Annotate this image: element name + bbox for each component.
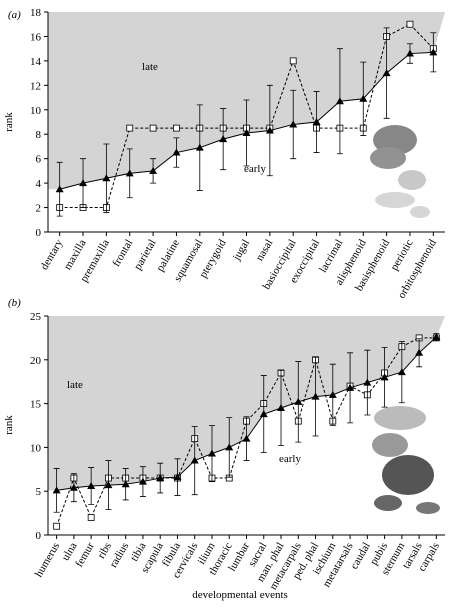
marker-triangle [294, 397, 303, 405]
marker-triangle [405, 49, 414, 57]
marker-triangle [149, 166, 158, 174]
marker-square [173, 124, 180, 132]
inset-skeleton [372, 406, 440, 514]
marker-triangle [219, 135, 228, 143]
inset-shape [374, 406, 426, 430]
marker-triangle [55, 185, 64, 193]
annotation: late [142, 61, 158, 73]
x-axis-label: developmental events [192, 589, 288, 601]
marker-triangle [328, 390, 337, 398]
annotation: early [279, 453, 301, 465]
inset-shape [370, 147, 406, 169]
marker-triangle [380, 373, 389, 381]
x-tick-label: humerus [33, 541, 62, 580]
y-axis-label: rank [3, 112, 15, 132]
marker-triangle [335, 97, 344, 105]
marker-triangle [190, 456, 199, 464]
x-tick-label: frontal [110, 238, 135, 269]
marker-triangle [125, 169, 134, 177]
inset-shape [374, 495, 402, 511]
marker-triangle [87, 481, 96, 489]
y-tick-label: 25 [30, 311, 42, 323]
inset-shape [382, 455, 434, 495]
panel-label: (b) [8, 297, 21, 309]
y-tick-label: 8 [36, 129, 42, 141]
series-line [56, 337, 437, 527]
marker-triangle [207, 449, 216, 457]
y-tick-label: 10 [30, 442, 42, 454]
x-tick-label: jugal [230, 238, 252, 264]
marker-triangle [173, 473, 182, 481]
marker-triangle [138, 477, 147, 485]
y-tick-label: 0 [36, 530, 42, 542]
y-tick-label: 2 [36, 203, 42, 215]
y-tick-label: 15 [30, 399, 42, 411]
inset-shape [372, 433, 408, 457]
inset-shape [375, 192, 415, 208]
panel-label: (a) [8, 9, 21, 21]
marker-square [289, 57, 297, 65]
marker-triangle [242, 129, 251, 136]
y-tick-label: 14 [30, 56, 42, 68]
marker-triangle [289, 120, 298, 128]
marker-triangle [259, 410, 268, 418]
annotation: late [67, 379, 83, 391]
marker-triangle [432, 333, 441, 341]
inset-shape [398, 170, 426, 190]
marker-triangle [359, 94, 368, 102]
marker-triangle [311, 392, 320, 400]
late-region [48, 316, 445, 491]
inset-skull [370, 125, 430, 218]
y-axis-label: rank [3, 415, 15, 435]
inset-shape [416, 502, 440, 514]
marker-triangle [156, 474, 165, 482]
marker-triangle [104, 481, 113, 489]
marker-triangle [363, 378, 372, 386]
marker-triangle [69, 483, 78, 491]
marker-square [126, 124, 134, 132]
marker-triangle [415, 348, 424, 356]
marker-triangle [312, 118, 321, 125]
marker-square [53, 522, 61, 530]
marker-triangle [121, 480, 130, 488]
marker-triangle [265, 126, 274, 134]
y-tick-label: 12 [30, 80, 41, 92]
y-tick-label: 20 [30, 355, 42, 367]
y-tick-label: 18 [30, 7, 42, 19]
x-tick-label: nasal [254, 238, 276, 264]
inset-shape [410, 206, 430, 218]
marker-triangle [52, 486, 61, 494]
marker-triangle [195, 143, 204, 151]
marker-triangle [429, 48, 438, 56]
annotation: early [244, 163, 266, 175]
y-tick-label: 16 [30, 31, 42, 43]
marker-square [87, 514, 95, 521]
y-tick-label: 5 [36, 486, 42, 498]
marker-triangle [79, 179, 88, 187]
y-tick-label: 0 [36, 227, 42, 239]
marker-triangle [346, 383, 355, 391]
marker-triangle [102, 174, 111, 182]
marker-triangle [277, 403, 286, 411]
marker-triangle [172, 148, 181, 156]
x-tick-label: femur [73, 540, 97, 569]
marker-triangle [382, 69, 391, 77]
y-tick-label: 4 [36, 178, 42, 190]
y-tick-label: 6 [36, 154, 42, 166]
marker-triangle [225, 443, 234, 451]
marker-square [406, 20, 414, 28]
y-tick-label: 10 [30, 105, 42, 117]
marker-triangle [242, 434, 251, 442]
marker-square [149, 124, 157, 132]
marker-triangle [397, 368, 406, 376]
